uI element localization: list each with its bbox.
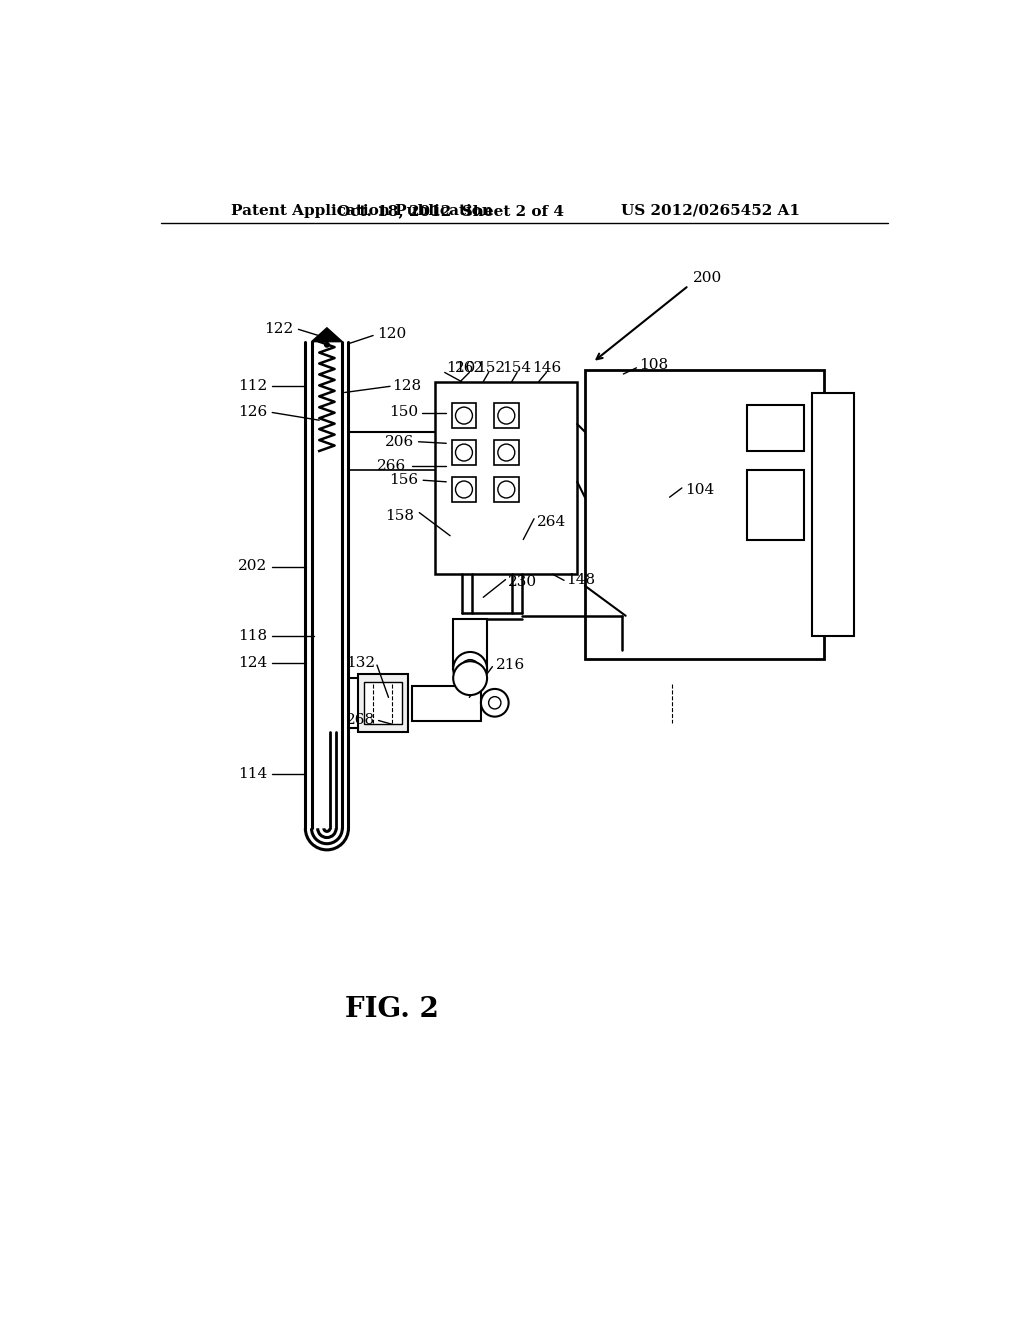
Circle shape	[498, 480, 515, 498]
Bar	[494, 441, 518, 465]
Text: 152: 152	[476, 360, 506, 375]
Text: 114: 114	[239, 767, 267, 781]
Circle shape	[488, 697, 501, 709]
Bar	[452, 441, 476, 465]
Bar	[812, 393, 854, 636]
Polygon shape	[311, 327, 342, 342]
Text: Patent Application Publication: Patent Application Publication	[230, 203, 493, 218]
Text: 108: 108	[639, 358, 668, 372]
Text: 148: 148	[566, 573, 596, 587]
Text: 118: 118	[239, 628, 267, 643]
Text: 120: 120	[377, 327, 407, 341]
Text: 104: 104	[685, 483, 714, 496]
Circle shape	[456, 407, 472, 424]
Text: 122: 122	[264, 322, 294, 337]
Text: US 2012/0265452 A1: US 2012/0265452 A1	[622, 203, 801, 218]
Circle shape	[325, 342, 330, 347]
Text: 266: 266	[377, 459, 407, 474]
Circle shape	[456, 480, 472, 498]
Circle shape	[498, 407, 515, 424]
Text: 202: 202	[239, 560, 267, 573]
Text: 150: 150	[389, 405, 419, 420]
Bar	[454, 619, 487, 669]
Text: 146: 146	[531, 360, 561, 375]
Circle shape	[461, 660, 479, 678]
Bar	[746, 405, 804, 451]
Text: 128: 128	[392, 379, 422, 393]
Text: 110: 110	[446, 360, 475, 375]
Bar	[452, 404, 476, 428]
Text: 156: 156	[389, 474, 419, 487]
Text: 154: 154	[503, 360, 531, 375]
Text: 262: 262	[455, 360, 484, 375]
Bar	[494, 478, 518, 502]
Circle shape	[456, 444, 472, 461]
Text: 268: 268	[346, 714, 376, 727]
Text: 230: 230	[508, 576, 537, 589]
Text: 112: 112	[239, 379, 267, 392]
Text: 206: 206	[385, 434, 414, 449]
Circle shape	[481, 689, 509, 717]
Circle shape	[454, 661, 487, 696]
Text: 132: 132	[346, 656, 376, 669]
Bar	[364, 682, 401, 725]
Text: 124: 124	[239, 656, 267, 669]
Bar	[746, 470, 804, 540]
Circle shape	[498, 444, 515, 461]
Text: 158: 158	[385, 510, 414, 524]
Bar	[585, 370, 823, 659]
Text: 216: 216	[497, 659, 525, 672]
Text: 126: 126	[239, 405, 267, 420]
Bar	[494, 404, 518, 428]
Bar	[357, 675, 408, 733]
Text: FIG. 2: FIG. 2	[345, 995, 439, 1023]
Bar	[452, 478, 476, 502]
Text: Oct. 18, 2012  Sheet 2 of 4: Oct. 18, 2012 Sheet 2 of 4	[337, 203, 563, 218]
Text: 264: 264	[538, 515, 566, 529]
Bar	[412, 686, 481, 721]
Bar	[435, 381, 578, 574]
Text: 200: 200	[692, 271, 722, 285]
Circle shape	[454, 652, 487, 686]
